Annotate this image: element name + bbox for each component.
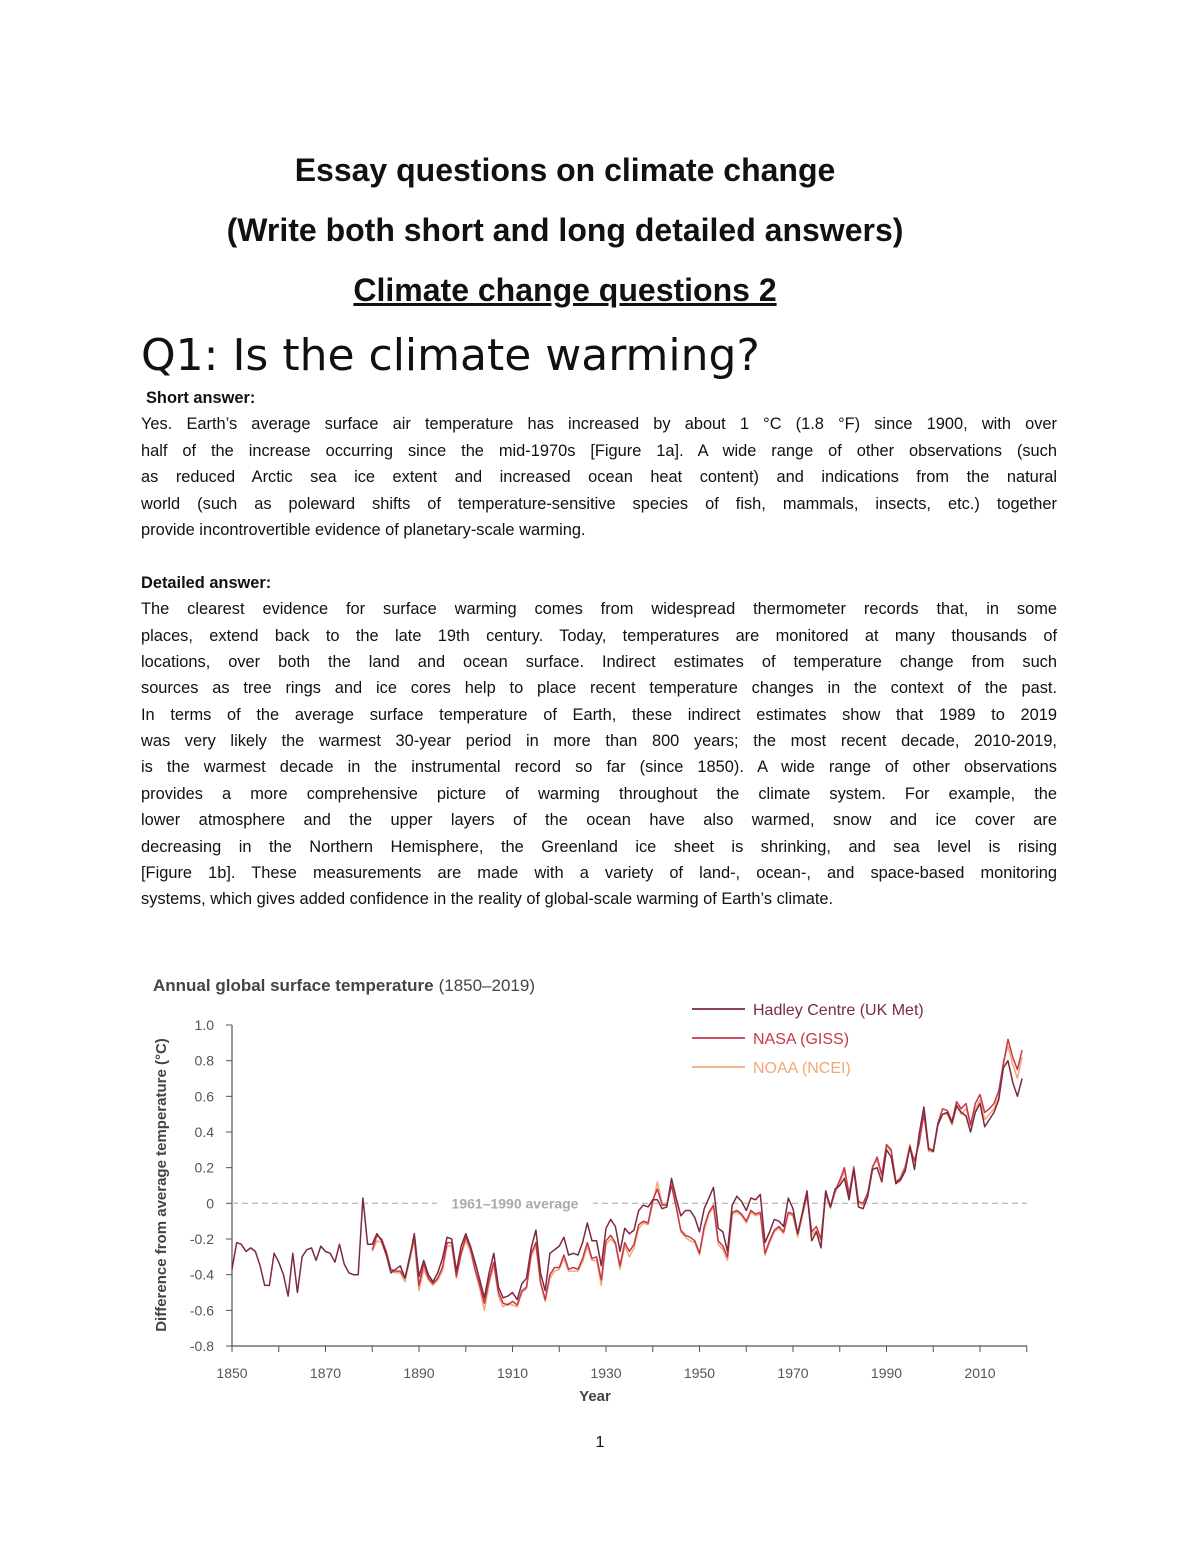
legend-label: NOAA (NCEI)	[753, 1060, 851, 1077]
text-line: lower atmosphere and the upper layers of…	[141, 811, 1057, 830]
document-title: Essay questions on climate change	[294, 152, 836, 188]
series-line-nasa-giss	[371, 1038, 1023, 1306]
y-tick-label: 0.2	[195, 1160, 215, 1176]
question-heading: Q1: Is the climate warming?	[141, 330, 760, 381]
text-line: locations, over both the land and ocean …	[141, 652, 1057, 671]
legend-label: NASA (GISS)	[753, 1031, 849, 1048]
series-line-noaa-ncei	[371, 1045, 1023, 1312]
x-tick-label: 1870	[310, 1365, 341, 1381]
answer-body: Short answer: Yes. Earth’s average surfa…	[141, 385, 1057, 913]
short-answer-label: Short answer:	[146, 389, 256, 407]
x-tick-label: 1890	[403, 1365, 434, 1381]
chart-title: Annual global surface temperature (1850–2…	[153, 976, 535, 995]
section-heading: Climate change questions 2	[353, 272, 777, 308]
short-answer-text: Yes. Earth’s average surface air tempera…	[141, 411, 1057, 543]
text-line: sources as tree rings and ice cores help…	[141, 679, 1057, 698]
detailed-answer-text: The clearest evidence for surface warmin…	[141, 596, 1057, 913]
y-tick-label: 1.0	[195, 1017, 215, 1033]
text-line: provides a more comprehensive picture of…	[141, 784, 1057, 803]
x-tick-label: 1910	[497, 1365, 528, 1381]
text-line: [Figure 1b]. These measurements are made…	[141, 864, 1057, 883]
y-tick-label: 0.4	[195, 1124, 215, 1140]
x-tick-label: 1850	[216, 1365, 247, 1381]
y-tick-label: 0.8	[195, 1053, 215, 1069]
detailed-answer-label: Detailed answer:	[141, 573, 272, 592]
text-line: world (such as poleward shifts of temper…	[141, 494, 1057, 513]
text-line: In terms of the average surface temperat…	[141, 705, 1057, 724]
y-tick-label: -0.2	[190, 1231, 214, 1247]
text-line: The clearest evidence for surface warmin…	[141, 600, 1057, 619]
reference-label-bg	[437, 1191, 593, 1214]
x-tick-label: 1950	[684, 1365, 715, 1381]
text-line: places, extend back to the late 19th cen…	[141, 626, 1057, 645]
chart-title-range: (1850–2019)	[439, 976, 535, 995]
text-line: Yes. Earth’s average surface air tempera…	[141, 415, 1057, 434]
x-tick-label: 1990	[871, 1365, 902, 1381]
y-axis-label: Difference from average temperature (°C)	[153, 1038, 170, 1332]
page-number: 1	[595, 1434, 605, 1451]
text-line: as reduced Arctic sea ice extent and inc…	[141, 468, 1057, 487]
legend-label: Hadley Centre (UK Met)	[753, 1002, 924, 1019]
document-subtitle: (Write both short and long detailed answ…	[226, 212, 904, 248]
x-axis-label: Year	[579, 1388, 611, 1405]
text-line: was very likely the warmest 30-year peri…	[141, 732, 1057, 751]
text-line: is the warmest decade in the instrumenta…	[141, 758, 1057, 777]
chart-title-text: Annual global surface temperature	[153, 976, 434, 995]
temperature-chart: Annual global surface temperature (1850–2…	[153, 976, 1028, 1405]
text-line: provide incontrovertible evidence of pla…	[141, 520, 586, 539]
series-line-hadley-centre-uk-met	[231, 1059, 1023, 1301]
x-tick-label: 1970	[777, 1365, 808, 1381]
y-tick-label: 0.6	[195, 1088, 215, 1104]
y-tick-label: -0.6	[190, 1302, 214, 1318]
x-tick-label: 2010	[964, 1365, 995, 1381]
text-line: half of the increase occurring since the…	[141, 441, 1057, 460]
y-tick-label: 0	[206, 1195, 214, 1211]
reference-line-label: 1961–1990 average	[452, 1195, 579, 1211]
x-tick-label: 1930	[590, 1365, 621, 1381]
y-tick-label: -0.4	[190, 1267, 214, 1283]
text-line: systems, which gives added confidence in…	[141, 890, 834, 909]
y-tick-label: -0.8	[190, 1338, 214, 1354]
text-line: decreasing in the Northern Hemisphere, t…	[141, 837, 1057, 856]
